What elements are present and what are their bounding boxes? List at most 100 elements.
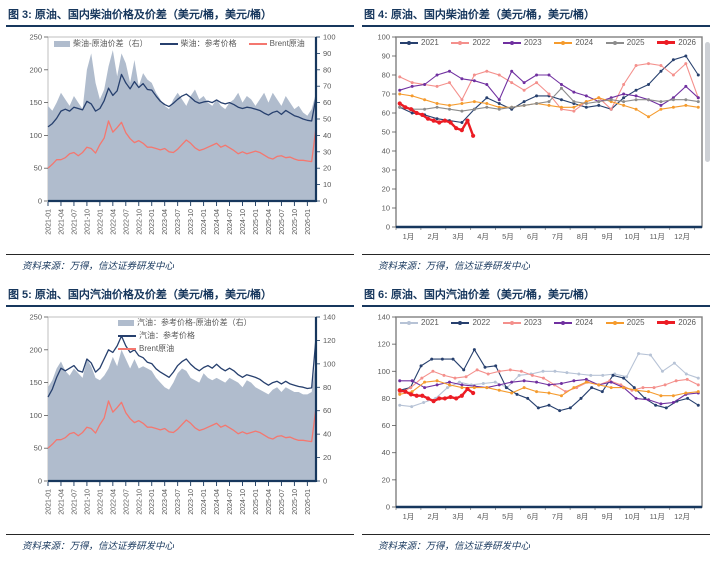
figure-4-panel: 图 4: 原油、国内柴油价差（美元/桶，美元/桶） 0 10 20 30 40 50 60 7… bbox=[362, 4, 710, 272]
svg-text:50: 50 bbox=[34, 164, 42, 173]
legend-marker-dot bbox=[561, 320, 566, 325]
legend-line-marker-swatch bbox=[657, 40, 676, 45]
legend-marker-dot bbox=[407, 320, 411, 325]
legend-marker-dot bbox=[612, 40, 617, 45]
legend-label: 2025 bbox=[626, 318, 645, 327]
svg-text:2026-01: 2026-01 bbox=[305, 489, 312, 515]
legend-item-2024: 2024 bbox=[554, 318, 593, 327]
svg-text:0: 0 bbox=[386, 503, 390, 512]
legend-item-2023: 2023 bbox=[502, 318, 542, 327]
svg-text:2022-10: 2022-10 bbox=[136, 209, 143, 235]
svg-text:100: 100 bbox=[29, 131, 42, 140]
legend-line-swatch bbox=[248, 42, 267, 45]
svg-text:4月: 4月 bbox=[477, 512, 489, 521]
figure-6-panel: 图 6: 原油、国内汽油价差（美元/桶，美元/桶） 0 20 40 60 80 100 12… bbox=[362, 284, 710, 552]
figure-5-title: 图 5: 原油、国内汽油价格及价差（美元/桶，美元/桶） bbox=[6, 284, 354, 307]
legend-line-marker-swatch bbox=[451, 40, 470, 45]
figure-6-legend: 2021 2022 2023 2024 2025 2026 bbox=[400, 318, 696, 327]
svg-text:2024-10: 2024-10 bbox=[240, 209, 247, 235]
legend-item-2021: 2021 bbox=[400, 38, 439, 47]
svg-text:12月: 12月 bbox=[674, 512, 690, 521]
svg-text:9月: 9月 bbox=[602, 232, 614, 241]
svg-text:140: 140 bbox=[323, 313, 336, 322]
svg-text:2025-10: 2025-10 bbox=[292, 209, 299, 235]
legend-area-swatch bbox=[54, 40, 70, 47]
svg-text:10: 10 bbox=[382, 204, 390, 213]
svg-text:2021-10: 2021-10 bbox=[84, 489, 91, 515]
svg-text:2022-07: 2022-07 bbox=[123, 489, 130, 515]
legend-line-marker-swatch bbox=[502, 40, 521, 45]
legend-label: 2023 bbox=[523, 318, 542, 327]
legend-item-2021: 2021 bbox=[400, 318, 439, 327]
svg-text:2021-04: 2021-04 bbox=[58, 209, 65, 235]
svg-text:60: 60 bbox=[382, 421, 390, 430]
legend-label: 2025 bbox=[626, 38, 645, 47]
legend-label: 2024 bbox=[575, 318, 594, 327]
svg-text:2023-07: 2023-07 bbox=[175, 489, 182, 515]
legend-item-2024: 2024 bbox=[554, 38, 593, 47]
svg-text:0: 0 bbox=[323, 477, 327, 486]
svg-text:4月: 4月 bbox=[477, 232, 489, 241]
legend-marker-dot bbox=[664, 40, 670, 45]
svg-text:250: 250 bbox=[29, 313, 42, 322]
svg-text:2021-07: 2021-07 bbox=[71, 209, 78, 235]
svg-text:2022-07: 2022-07 bbox=[123, 209, 130, 235]
svg-text:40: 40 bbox=[382, 147, 390, 156]
legend-label: 2022 bbox=[472, 318, 491, 327]
svg-text:250: 250 bbox=[29, 33, 42, 42]
legend-label: 汽油：参考价格-原油价差（右） bbox=[137, 318, 252, 327]
legend-label: 柴油：参考价格 bbox=[180, 39, 237, 48]
svg-text:2024-04: 2024-04 bbox=[214, 489, 221, 515]
svg-text:2025-04: 2025-04 bbox=[266, 489, 273, 515]
figure-5-chart-canvas: 0 50 100 150 200 250 0 20 40 60 80 100 120 140 2021-01… bbox=[29, 313, 336, 515]
svg-text:60: 60 bbox=[382, 109, 390, 118]
legend-label: 2021 bbox=[421, 38, 439, 47]
svg-text:2022-04: 2022-04 bbox=[110, 209, 117, 235]
svg-text:0: 0 bbox=[323, 197, 327, 206]
svg-text:9月: 9月 bbox=[602, 512, 614, 521]
svg-text:40: 40 bbox=[323, 430, 331, 439]
figure-6-chart-canvas: 0 20 40 60 80 100 120 140 1月 2月 3月 4月 5月 6月 7月 8月 9月 10月 1… bbox=[377, 313, 703, 521]
svg-text:100: 100 bbox=[323, 359, 336, 368]
svg-text:20: 20 bbox=[323, 453, 331, 462]
legend-item-2023: 2023 bbox=[502, 38, 542, 47]
svg-text:1月: 1月 bbox=[403, 232, 415, 241]
svg-text:2023-01: 2023-01 bbox=[149, 489, 156, 515]
legend-item-2022: 2022 bbox=[451, 318, 490, 327]
svg-text:40: 40 bbox=[382, 448, 390, 457]
scrollbar-thumb[interactable] bbox=[705, 42, 710, 162]
svg-text:2021-07: 2021-07 bbox=[71, 489, 78, 515]
legend-item-2025: 2025 bbox=[605, 38, 645, 47]
svg-text:2022-01: 2022-01 bbox=[97, 489, 104, 515]
legend-label: 柴油-原油价差（右） bbox=[73, 39, 148, 48]
svg-text:20: 20 bbox=[382, 475, 390, 484]
svg-text:12月: 12月 bbox=[674, 232, 690, 241]
svg-text:2025-07: 2025-07 bbox=[279, 209, 286, 235]
legend-line-marker-swatch bbox=[657, 320, 676, 325]
svg-text:7月: 7月 bbox=[552, 232, 564, 241]
legend-marker-dot bbox=[509, 320, 514, 325]
figure-4-chart-area: 0 10 20 30 40 50 60 70 80 90 100 1月 2月 3月 4月 5月 6月 7月 8月 9月… bbox=[362, 29, 710, 253]
svg-text:80: 80 bbox=[382, 394, 390, 403]
legend-line-marker-swatch bbox=[605, 40, 624, 45]
svg-text:2021-10: 2021-10 bbox=[84, 209, 91, 235]
svg-text:2022-01: 2022-01 bbox=[97, 209, 104, 235]
legend-marker-dot bbox=[561, 40, 566, 45]
svg-text:20: 20 bbox=[323, 164, 331, 173]
svg-text:2024-10: 2024-10 bbox=[240, 489, 247, 515]
legend-label: 2026 bbox=[678, 38, 696, 47]
legend-label: Brent原油 bbox=[269, 39, 305, 48]
svg-text:6月: 6月 bbox=[527, 512, 539, 521]
svg-text:70: 70 bbox=[382, 90, 390, 99]
svg-text:90: 90 bbox=[382, 52, 390, 61]
svg-text:2025-07: 2025-07 bbox=[279, 489, 286, 515]
figure-3-source-note: 资料来源：万得，信达证券研发中心 bbox=[6, 254, 354, 272]
figure-6-source-note: 资料来源：万得，信达证券研发中心 bbox=[362, 534, 710, 552]
svg-text:2023-10: 2023-10 bbox=[188, 489, 195, 515]
legend-item-Brent原油: Brent原油 bbox=[248, 38, 305, 49]
svg-text:11月: 11月 bbox=[650, 232, 665, 241]
svg-text:80: 80 bbox=[323, 383, 331, 392]
legend-marker-dot bbox=[407, 40, 411, 45]
svg-text:6月: 6月 bbox=[527, 232, 539, 241]
svg-text:10月: 10月 bbox=[624, 512, 640, 521]
